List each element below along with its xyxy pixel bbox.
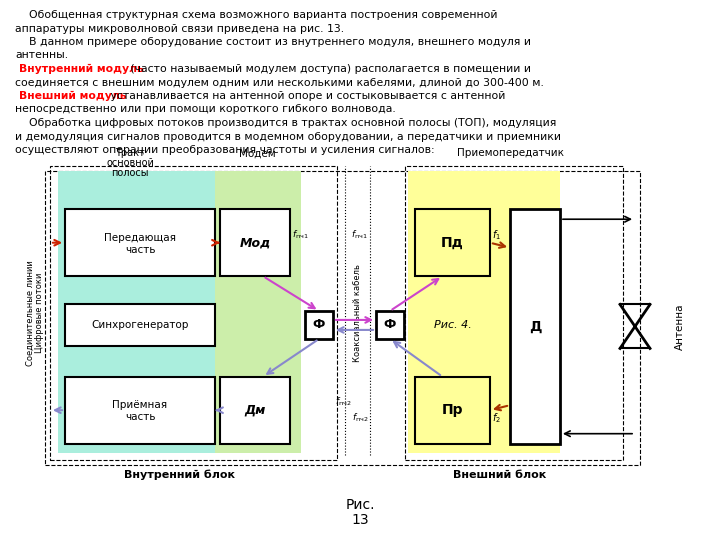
Bar [220, 377, 290, 444]
Text: устанавливается на антенной опоре и состыковывается с антенной: устанавливается на антенной опоре и сост… [107, 91, 505, 101]
Text: (часто называемый модулем доступа) располагается в помещении и: (часто называемый модулем доступа) распо… [127, 64, 531, 74]
Text: В данном примере оборудование состоит из внутреннего модуля, внешнего модуля и: В данном примере оборудование состоит из… [15, 37, 531, 47]
Bar [50, 165, 337, 460]
Bar [415, 209, 490, 276]
Text: Внешний модуль: Внешний модуль [19, 91, 127, 101]
Bar [45, 171, 640, 465]
Text: Пд: Пд [441, 236, 464, 249]
Bar [405, 165, 623, 460]
Text: Рис. 4.: Рис. 4. [433, 320, 472, 330]
Text: соединяется с внешним модулем одним или несколькими кабелями, длиной до 300-400 : соединяется с внешним модулем одним или … [15, 78, 544, 87]
Text: Внутренний модуль: Внутренний модуль [19, 64, 144, 74]
Text: Рис.: Рис. [346, 498, 374, 512]
Text: часть: часть [125, 412, 156, 422]
Text: Коаксиальный кабель: Коаксиальный кабель [353, 264, 361, 362]
Text: Соединительные линии: Соединительные линии [25, 260, 35, 366]
Bar [65, 377, 215, 444]
Bar [215, 171, 301, 453]
Bar [408, 171, 560, 453]
Text: аппаратуры микроволновой связи приведена на рис. 13.: аппаратуры микроволновой связи приведена… [15, 24, 344, 33]
Text: $f_{\rm пч2}$: $f_{\rm пч2}$ [335, 396, 351, 408]
Text: Внешний блок: Внешний блок [454, 470, 546, 480]
Bar [58, 171, 215, 453]
Text: Модем: Модем [239, 148, 275, 159]
Text: часть: часть [125, 245, 156, 255]
Text: осуществляют операции преобразования частоты и усиления сигналов:: осуществляют операции преобразования час… [15, 145, 435, 155]
Bar [376, 311, 404, 339]
Text: Внутренний блок: Внутренний блок [125, 470, 235, 481]
Bar [65, 209, 215, 276]
Text: Тракт: Тракт [115, 148, 145, 159]
Text: $f_{\rm 1}$: $f_{\rm 1}$ [492, 228, 501, 241]
Bar [65, 303, 215, 346]
Text: Обобщенная структурная схема возможного варианта построения современной: Обобщенная структурная схема возможного … [15, 10, 498, 20]
Text: Антенна: Антенна [675, 303, 685, 350]
Text: Ф: Ф [384, 319, 396, 332]
Text: основной: основной [106, 159, 154, 168]
Text: Синхрогенератор: Синхрогенератор [91, 320, 189, 330]
Text: Ф: Ф [312, 319, 325, 332]
Text: $f_{\rm пч1}$: $f_{\rm пч1}$ [351, 228, 368, 241]
Text: Цифровые потоки: Цифровые потоки [35, 273, 45, 353]
Text: антенны.: антенны. [15, 51, 68, 60]
Text: полосы: полосы [112, 168, 149, 179]
Bar [415, 377, 490, 444]
Text: и демодуляция сигналов проводится в модемном оборудовании, а передатчики и прием: и демодуляция сигналов проводится в моде… [15, 132, 561, 141]
Text: Приемопередатчик: Приемопередатчик [456, 148, 564, 159]
Text: Обработка цифровых потоков производится в трактах основной полосы (ТОП), модуляц: Обработка цифровых потоков производится … [15, 118, 557, 128]
Text: Дм: Дм [244, 404, 266, 417]
Text: Передающая: Передающая [104, 233, 176, 242]
Bar [510, 209, 560, 444]
Text: $f_{\rm 2}$: $f_{\rm 2}$ [492, 411, 501, 425]
Text: Приёмная: Приёмная [112, 400, 168, 410]
Bar [305, 311, 333, 339]
Text: непосредственно или при помощи короткого гибкого волновода.: непосредственно или при помощи короткого… [15, 105, 396, 114]
Bar [220, 209, 290, 276]
Text: $f_{\rm пч1}$: $f_{\rm пч1}$ [292, 228, 308, 241]
Text: $f_{\rm пч2}$: $f_{\rm пч2}$ [351, 412, 368, 424]
Text: 13: 13 [351, 513, 369, 527]
Text: Д: Д [528, 320, 541, 334]
Text: Мод: Мод [239, 236, 271, 249]
Text: Пр: Пр [442, 403, 463, 417]
